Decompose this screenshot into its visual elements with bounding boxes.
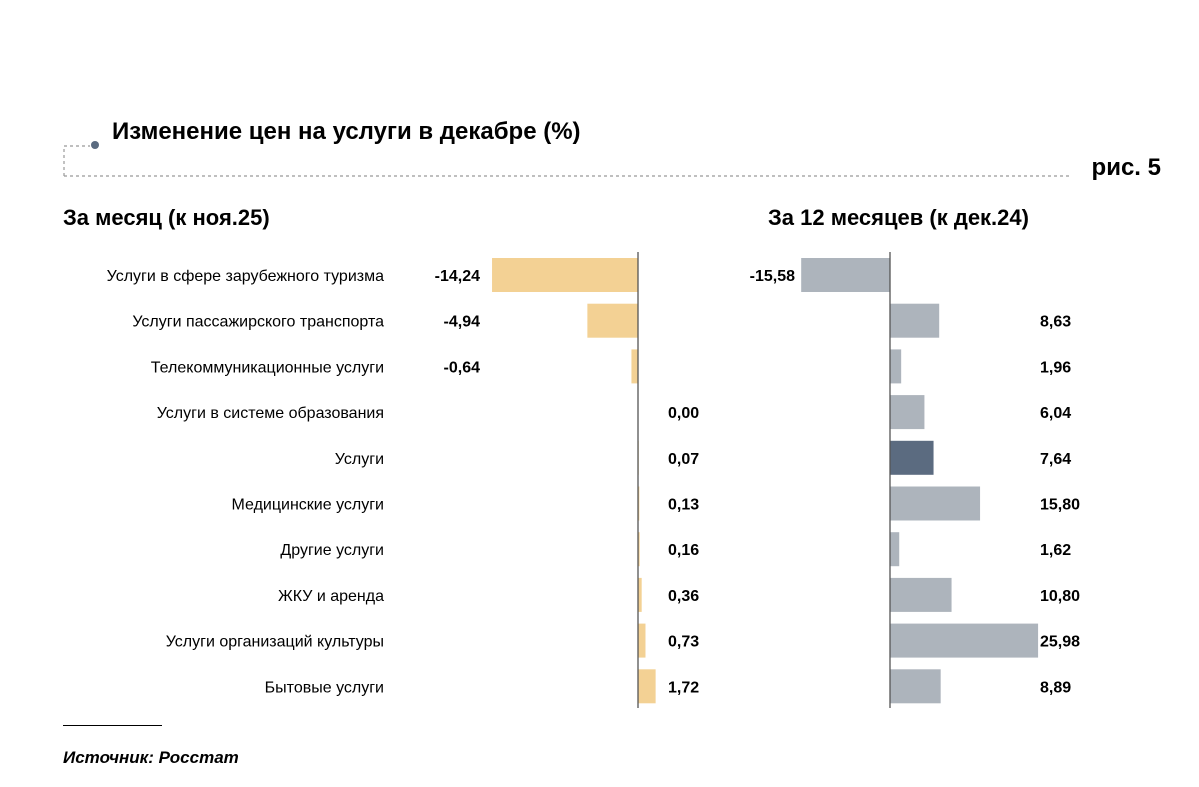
source-divider [63,725,162,726]
category-label: ЖКУ и аренда [278,588,384,605]
category-label: Услуги пассажирского транспорта [132,314,384,331]
right-chart-title: За 12 месяцев (к дек.24) [768,205,1029,230]
source-note: Источник: Росстат [63,748,239,767]
data-label: 8,89 [1040,679,1071,696]
data-label: 1,96 [1040,359,1071,376]
bar [492,258,638,292]
bar [890,486,981,521]
bar [890,440,934,475]
category-label: Услуги организаций культуры [166,634,384,651]
category-label: Услуги в системе образования [157,405,384,422]
category-label: Медицинские услуги [232,497,384,514]
data-label: 0,16 [668,542,699,559]
data-label: -14,24 [435,268,480,285]
bar [638,486,640,521]
data-label: 0,07 [668,451,699,468]
bar [638,577,642,612]
data-label: 0,13 [668,497,699,514]
chart-title: Изменение цен на услуги в декабре (%) [112,118,581,145]
data-label: 1,62 [1040,542,1071,559]
data-label: 15,80 [1040,497,1080,514]
data-label: 1,72 [668,679,699,696]
data-label: 0,73 [668,634,699,651]
data-label: 25,98 [1040,634,1080,651]
bar [890,532,900,567]
figure-label: рис. 5 [1091,154,1161,181]
data-label: -15,58 [750,268,795,285]
bar [890,623,1039,658]
data-label: 6,04 [1040,405,1071,422]
data-label: 8,63 [1040,314,1071,331]
category-label: Другие услуги [280,542,384,559]
bar [631,349,638,384]
title-marker [91,141,99,149]
data-label: 10,80 [1040,588,1080,605]
left-chart-title: За месяц (к ноя.25) [63,205,270,230]
category-label: Бытовые услуги [265,679,384,696]
bar [587,303,638,338]
data-label: 0,00 [668,405,699,422]
bar [890,303,940,338]
bar [638,623,646,658]
data-label: -0,64 [444,359,481,376]
bar [638,669,656,704]
data-label: -4,94 [444,314,481,331]
data-label: 7,64 [1040,451,1071,468]
category-label: Телекоммуникационные услуги [151,359,384,376]
bar [890,349,902,384]
category-label: Услуги в сфере зарубежного туризма [107,268,385,285]
bar [890,669,941,704]
bar [890,577,952,612]
bar [801,258,890,292]
data-label: 0,36 [668,588,699,605]
bar [890,395,925,430]
category-label: Услуги [335,451,384,468]
bar [638,532,640,567]
